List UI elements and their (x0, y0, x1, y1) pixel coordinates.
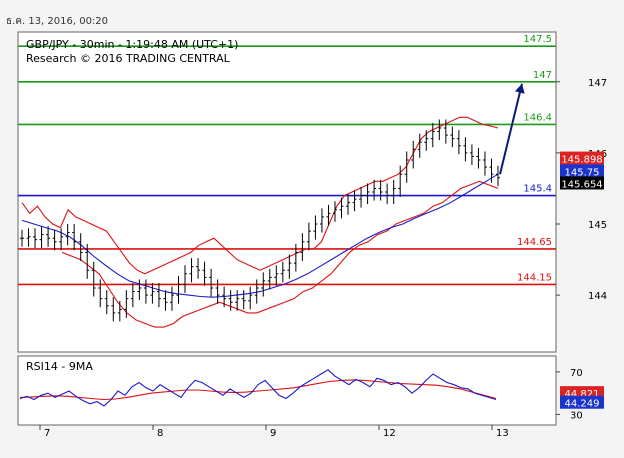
rsi-tag-label: 44.249 (565, 399, 600, 410)
x-tick-label: 12 (383, 428, 396, 439)
price-tag-box (560, 151, 604, 165)
chart-title: GBP/JPY - 30min - 1:19:48 AM (UTC+1) (26, 38, 239, 51)
level-label: 144.15 (517, 272, 552, 283)
price-tag-label: 145.898 (561, 155, 602, 166)
price-tag-box (560, 176, 604, 190)
y-tick-label: 147 (588, 78, 607, 89)
x-tick-label: 9 (270, 428, 276, 439)
level-label: 145.4 (523, 184, 552, 195)
y-tick-label: 145 (588, 220, 607, 231)
timestamp: ธ.ค. 13, 2016, 00:20 (6, 16, 109, 27)
rsi-title: RSI14 - 9MA (26, 360, 93, 373)
bollinger-upper-line (21, 116, 499, 275)
price-panel (17, 31, 557, 353)
rsi-y-tick-label: 30 (570, 410, 583, 421)
moving-average-line (21, 173, 499, 298)
level-label: 147.5 (523, 34, 552, 45)
rsi-tag-box (560, 395, 604, 409)
rsi-panel (17, 355, 557, 426)
price-tag-box (560, 164, 604, 178)
rsi-y-tick-label: 70 (570, 368, 583, 379)
rsi-tag-label: 44.821 (565, 389, 600, 400)
x-tick-label: 8 (157, 428, 163, 439)
bollinger-lower-line (61, 180, 499, 328)
rsi-line (19, 369, 497, 407)
price-tag-label: 145.654 (561, 179, 602, 190)
level-label: 146.4 (523, 112, 552, 123)
level-label: 144.65 (517, 237, 552, 248)
y-tick-label: 144 (588, 291, 607, 302)
x-tick-label: 7 (44, 428, 50, 439)
research-credit: Research © 2016 TRADING CENTRAL (26, 52, 230, 65)
price-tag-label: 145.75 (565, 167, 600, 178)
rsi-ma-line (19, 379, 497, 401)
projection-arrow-head (515, 83, 525, 94)
projection-arrow (499, 83, 523, 175)
x-tick-label: 13 (496, 428, 509, 439)
level-label: 147 (533, 70, 552, 81)
